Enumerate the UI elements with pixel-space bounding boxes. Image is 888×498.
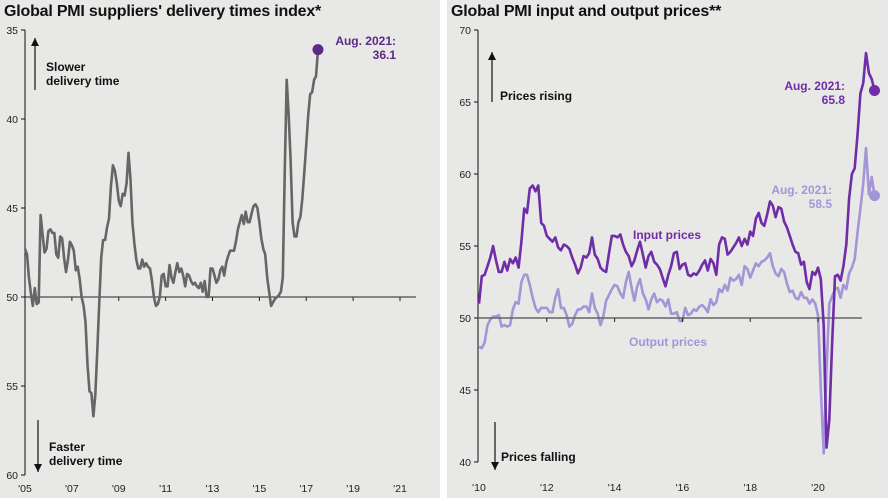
series-line-delivery-times	[23, 49, 320, 418]
y-tick-label: 55	[459, 241, 471, 253]
x-tick-label: '13	[206, 483, 220, 495]
input-last-value-number: 65.8	[822, 93, 846, 107]
y-tick-label: 45	[6, 203, 18, 215]
y-tick-label: 35	[6, 25, 18, 37]
annotation-faster-2: delivery time	[49, 454, 123, 468]
x-tick-label: '11	[159, 483, 172, 495]
x-tick-label: '05	[18, 483, 32, 495]
last-point-marker	[312, 44, 324, 56]
legend-output-prices: Output prices	[629, 335, 707, 349]
x-tick-label: '20	[811, 482, 825, 494]
faster-arrow-head	[34, 464, 42, 472]
series-line-input-prices	[477, 51, 876, 449]
chart-title: Global PMI suppliers' delivery times ind…	[4, 3, 322, 20]
x-tick-label: '17	[299, 483, 313, 495]
x-tick-label: '07	[65, 483, 79, 495]
x-tick-label: '19	[346, 483, 360, 495]
prices-chart: 40 45 50 55 60 65 70 '10 '12 '14 '16 '18 '20 Prices r…	[459, 25, 880, 494]
y-tick-label: 50	[459, 313, 471, 325]
series-line-output-prices	[478, 146, 876, 455]
annotation-prices-rising: Prices rising	[500, 89, 572, 103]
annotation-faster: Faster	[49, 440, 85, 454]
x-tick-label: '10	[472, 482, 486, 494]
x-tick-label: '21	[393, 483, 407, 495]
x-tick-label: '14	[608, 482, 622, 494]
falling-arrow-head	[491, 462, 499, 470]
x-tick-label: '12	[540, 482, 554, 494]
x-tick-label: '09	[112, 483, 126, 495]
output-last-value-label: Aug. 2021:	[771, 183, 832, 197]
x-tick-label: '16	[676, 482, 690, 494]
output-last-value-number: 58.5	[809, 197, 833, 211]
y-tick-label: 50	[6, 292, 18, 304]
y-tick-label: 60	[6, 470, 18, 482]
last-value-label: Aug. 2021:	[335, 34, 396, 48]
y-tick-label: 40	[6, 114, 18, 126]
y-tick-label: 70	[459, 25, 471, 37]
slower-arrow-head	[31, 38, 39, 46]
delivery-times-panel: Global PMI suppliers' delivery times ind…	[0, 0, 440, 498]
delivery-times-chart: 35 40 45 50 55 60'05 '07 '09 '11 '13 '15 '17 '19 '21 S…	[6, 25, 416, 495]
annotation-prices-falling: Prices falling	[501, 450, 576, 464]
prices-panel: Global PMI input and output prices** 40 4…	[447, 0, 888, 498]
y-tick-label: 65	[459, 97, 471, 109]
input-last-value-label: Aug. 2021:	[784, 79, 845, 93]
annotation-slower: Slower	[46, 60, 86, 74]
y-tick-label: 45	[459, 385, 471, 397]
chart-title: Global PMI input and output prices**	[451, 3, 722, 20]
y-tick-label: 60	[459, 169, 471, 181]
output-last-point-marker	[869, 190, 880, 202]
input-last-point-marker	[869, 84, 880, 96]
x-tick-label: '15	[253, 483, 267, 495]
last-value-number: 36.1	[373, 48, 397, 62]
legend-input-prices: Input prices	[633, 228, 701, 242]
x-tick-label: '18	[743, 482, 757, 494]
y-tick-label: 55	[6, 381, 18, 393]
y-tick-label: 40	[459, 457, 471, 469]
annotation-slower-2: delivery time	[46, 74, 120, 88]
rising-arrow-head	[488, 52, 496, 60]
